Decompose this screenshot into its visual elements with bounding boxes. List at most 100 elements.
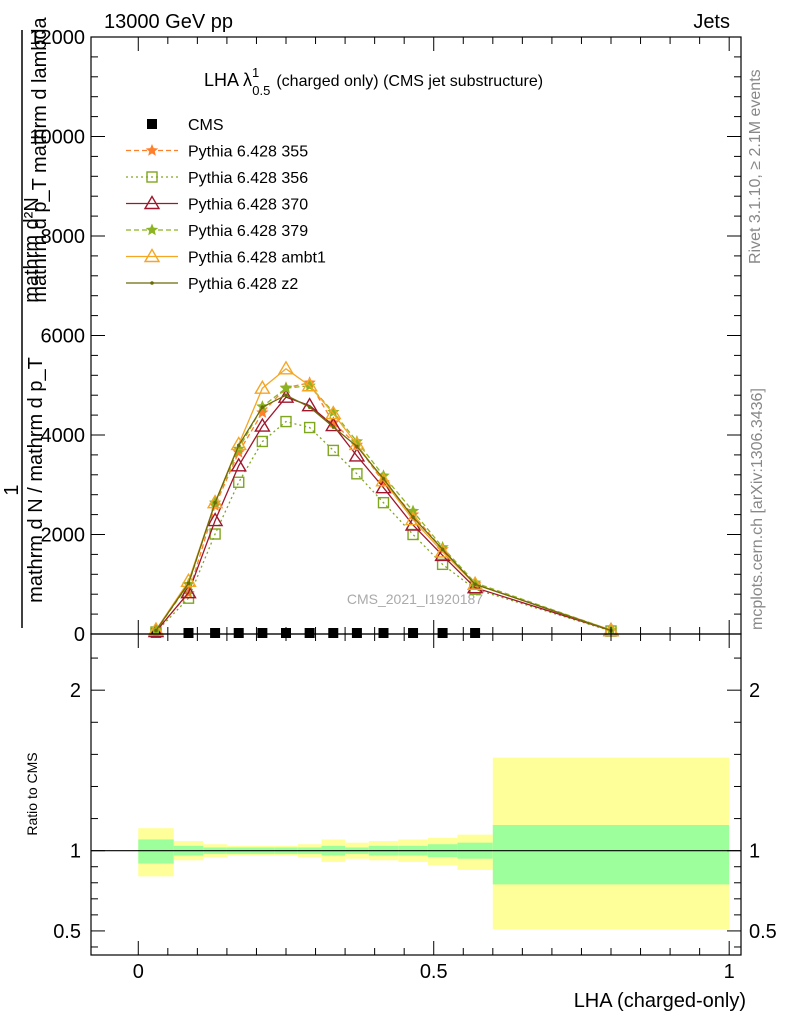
data-point-p370 (180, 584, 197, 599)
y-axis-label: mathrm d²N mathrm d p_T mathrm d lambda … (1, 16, 51, 628)
data-point-cms (233, 628, 244, 638)
data-point-p370 (230, 457, 247, 472)
data-point-z2 (381, 476, 386, 481)
data-point-p370 (434, 547, 451, 562)
ratio-panel: 0.5 0.5 1 1 2 2 0 0.5 1 Ratio to CMS (24, 633, 777, 983)
ratio-y-tick-label: 2 (70, 680, 81, 702)
data-point-p379 (327, 405, 340, 418)
data-point-z2 (186, 581, 191, 586)
data-point-p355 (256, 406, 269, 418)
legend-label: Pythia 6.428 ambt1 (188, 250, 326, 267)
ratio-y-label: Ratio to CMS (24, 752, 40, 835)
data-point-ambt1 (325, 405, 342, 420)
y-tick-label: 8000 (41, 226, 86, 248)
data-point-cms (304, 628, 315, 638)
data-point-p356 (233, 476, 245, 488)
x-tick-label: 0 (133, 961, 144, 983)
y-tick-label: 10000 (29, 127, 85, 149)
data-point-p356 (303, 421, 316, 434)
x-tick-label: 1 (724, 961, 735, 983)
legend: CMS Pythia 6.428 355 Pythia 6.428 356 Pythi… (126, 117, 326, 293)
legend-label: CMS (188, 117, 224, 134)
series-line-z2 (155, 394, 612, 632)
ratio-y-tick-label-right: 1 (749, 841, 760, 863)
header-left: 13000 GeV pp (104, 11, 233, 33)
y-tick-label: 6000 (41, 326, 86, 348)
data-point-ambt1 (301, 377, 318, 392)
data-point-ambt1 (375, 472, 392, 487)
data-point-p370 (348, 447, 366, 462)
data-point-cms (351, 628, 362, 638)
legend-marker (143, 248, 161, 263)
data-point-z2 (307, 405, 312, 409)
legend-item-cms: CMS (147, 117, 224, 134)
data-point-ambt1 (180, 572, 197, 587)
legend-item-p356: Pythia 6.428 356 (126, 170, 308, 187)
ratio-y-tick-label-right: 0.5 (749, 921, 777, 943)
y-tick-label: 12000 (29, 27, 85, 49)
legend-item-z2: Pythia 6.428 z2 (126, 276, 298, 293)
data-point-z2 (236, 443, 241, 448)
y-label-numerator-2: mathrm d p_T mathrm d lambda (29, 16, 51, 302)
y-label-numerator-1: mathrm d²N (21, 197, 43, 303)
rivet-label: Rivet 3.1.10, ≥ 2.1M events (747, 69, 764, 264)
plot-title: LHA λ1 0.5(charged only) (CMS jet substru… (204, 65, 543, 98)
data-point-cms (328, 628, 339, 638)
data-point-p379 (279, 381, 293, 394)
data-point-ambt1 (254, 379, 271, 394)
data-point-cms (210, 628, 221, 638)
data-point-p370 (254, 417, 271, 432)
series-z2 (154, 393, 613, 633)
data-point-ambt1 (147, 621, 165, 636)
x-axis-label: LHA (charged-only) (574, 990, 746, 1012)
data-point-ambt1 (404, 511, 422, 526)
ratio-y-tick-label: 1 (70, 841, 81, 863)
data-point-z2 (473, 582, 477, 587)
data-point-z2 (440, 547, 445, 552)
data-point-z2 (411, 515, 415, 519)
data-point-p356 (407, 528, 419, 541)
ratio-frame (90, 633, 742, 956)
data-point-ambt1 (277, 360, 295, 375)
watermark: CMS_2021_I1920187 (347, 591, 483, 607)
legend-marker (147, 119, 157, 129)
header-right: Jets (693, 11, 730, 33)
legend-marker (146, 171, 158, 183)
legend-label: Pythia 6.428 356 (188, 170, 308, 187)
data-point-cms (378, 628, 389, 638)
x-tick-label: 0.5 (420, 961, 448, 983)
data-point-p356 (377, 496, 390, 509)
data-point-p356 (256, 435, 269, 448)
data-point-ambt1 (206, 494, 224, 509)
data-point-ambt1 (230, 436, 247, 451)
y-tick-label: 2000 (41, 525, 86, 547)
ratio-band-stat (138, 839, 174, 864)
legend-marker (150, 281, 154, 285)
data-point-z2 (154, 628, 158, 633)
data-point-cms (408, 628, 419, 638)
legend-item-p379: Pythia 6.428 379 (126, 223, 308, 240)
legend-item-p370: Pythia 6.428 370 (126, 195, 308, 214)
data-point-cms (437, 628, 448, 638)
data-point-p356 (280, 415, 292, 428)
data-point-z2 (284, 393, 288, 398)
legend-marker (143, 195, 161, 210)
series-p370 (147, 388, 620, 638)
main-plot-panel: CMS_2021_I1920187 0 2000 4000 6000 8000 10000… (29, 27, 742, 646)
data-point-cms (257, 628, 268, 638)
series-line-p370 (155, 396, 612, 632)
ratio-y-tick-label-right: 2 (749, 680, 760, 702)
ratio-y-tick-label: 0.5 (53, 921, 81, 943)
legend-item-ambt1: Pythia 6.428 ambt1 (126, 248, 326, 267)
data-point-p356 (436, 558, 449, 571)
y-tick-label: 4000 (41, 425, 86, 447)
y-label-lower-1: 1 (1, 484, 23, 495)
data-point-ambt1 (434, 543, 451, 558)
data-point-z2 (260, 405, 265, 409)
data-point-p370 (206, 512, 224, 527)
legend-marker (145, 144, 159, 156)
legend-item-p355: Pythia 6.428 355 (126, 144, 308, 161)
series-ambt1 (147, 360, 620, 637)
legend-label: Pythia 6.428 355 (188, 144, 308, 161)
